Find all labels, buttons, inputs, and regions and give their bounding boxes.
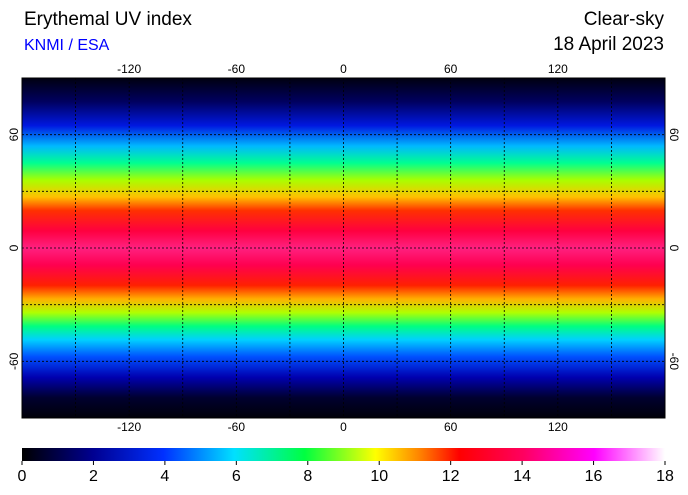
colorbar-tick-label: 0 [18, 468, 27, 485]
y-tick-label-left: -60 [7, 352, 21, 370]
colorbar-tick-label: 2 [89, 468, 98, 485]
x-tick-label-top: -60 [228, 62, 246, 76]
colorbar-tick-label: 12 [442, 468, 460, 485]
x-tick-label-bottom: -60 [228, 420, 246, 434]
title: Erythemal UV index [24, 9, 192, 30]
colorbar-tick-label: 4 [160, 468, 169, 485]
x-tick-label-bottom: -120 [117, 420, 141, 434]
colorbar [22, 448, 665, 461]
colorbar-tick-label: 18 [656, 468, 674, 485]
x-tick-label-bottom: 120 [548, 420, 568, 434]
colorbar-tick-label: 6 [232, 468, 241, 485]
date: 18 April 2023 [553, 34, 664, 55]
x-tick-label-top: 120 [548, 62, 568, 76]
x-tick-label-bottom: 0 [340, 420, 347, 434]
condition: Clear-sky [584, 9, 665, 30]
colorbar-tick-label: 16 [585, 468, 603, 485]
y-tick-label-left: 0 [7, 244, 21, 251]
y-tick-label-right: -60 [667, 353, 681, 371]
graticule [22, 78, 665, 418]
y-tick-label-left: 60 [7, 128, 21, 142]
x-tick-label-top: -120 [117, 62, 141, 76]
y-tick-label-right: 0 [667, 245, 681, 252]
labels: -120 -120 -60 -60 0 0 60 60 120 120 -60 -60 0 0 60 60 0 2… [7, 62, 681, 485]
source: KNMI / ESA [24, 37, 110, 54]
colorbar-tick-label: 14 [513, 468, 531, 485]
x-tick-label-bottom: 60 [444, 420, 458, 434]
colorbar-tick-label: 8 [303, 468, 312, 485]
map-frame [21, 77, 666, 419]
x-tick-label-top: 0 [340, 62, 347, 76]
x-tick-label-top: 60 [444, 62, 458, 76]
colorbar-tick-label: 10 [370, 468, 388, 485]
y-tick-label-right: 60 [667, 128, 681, 142]
